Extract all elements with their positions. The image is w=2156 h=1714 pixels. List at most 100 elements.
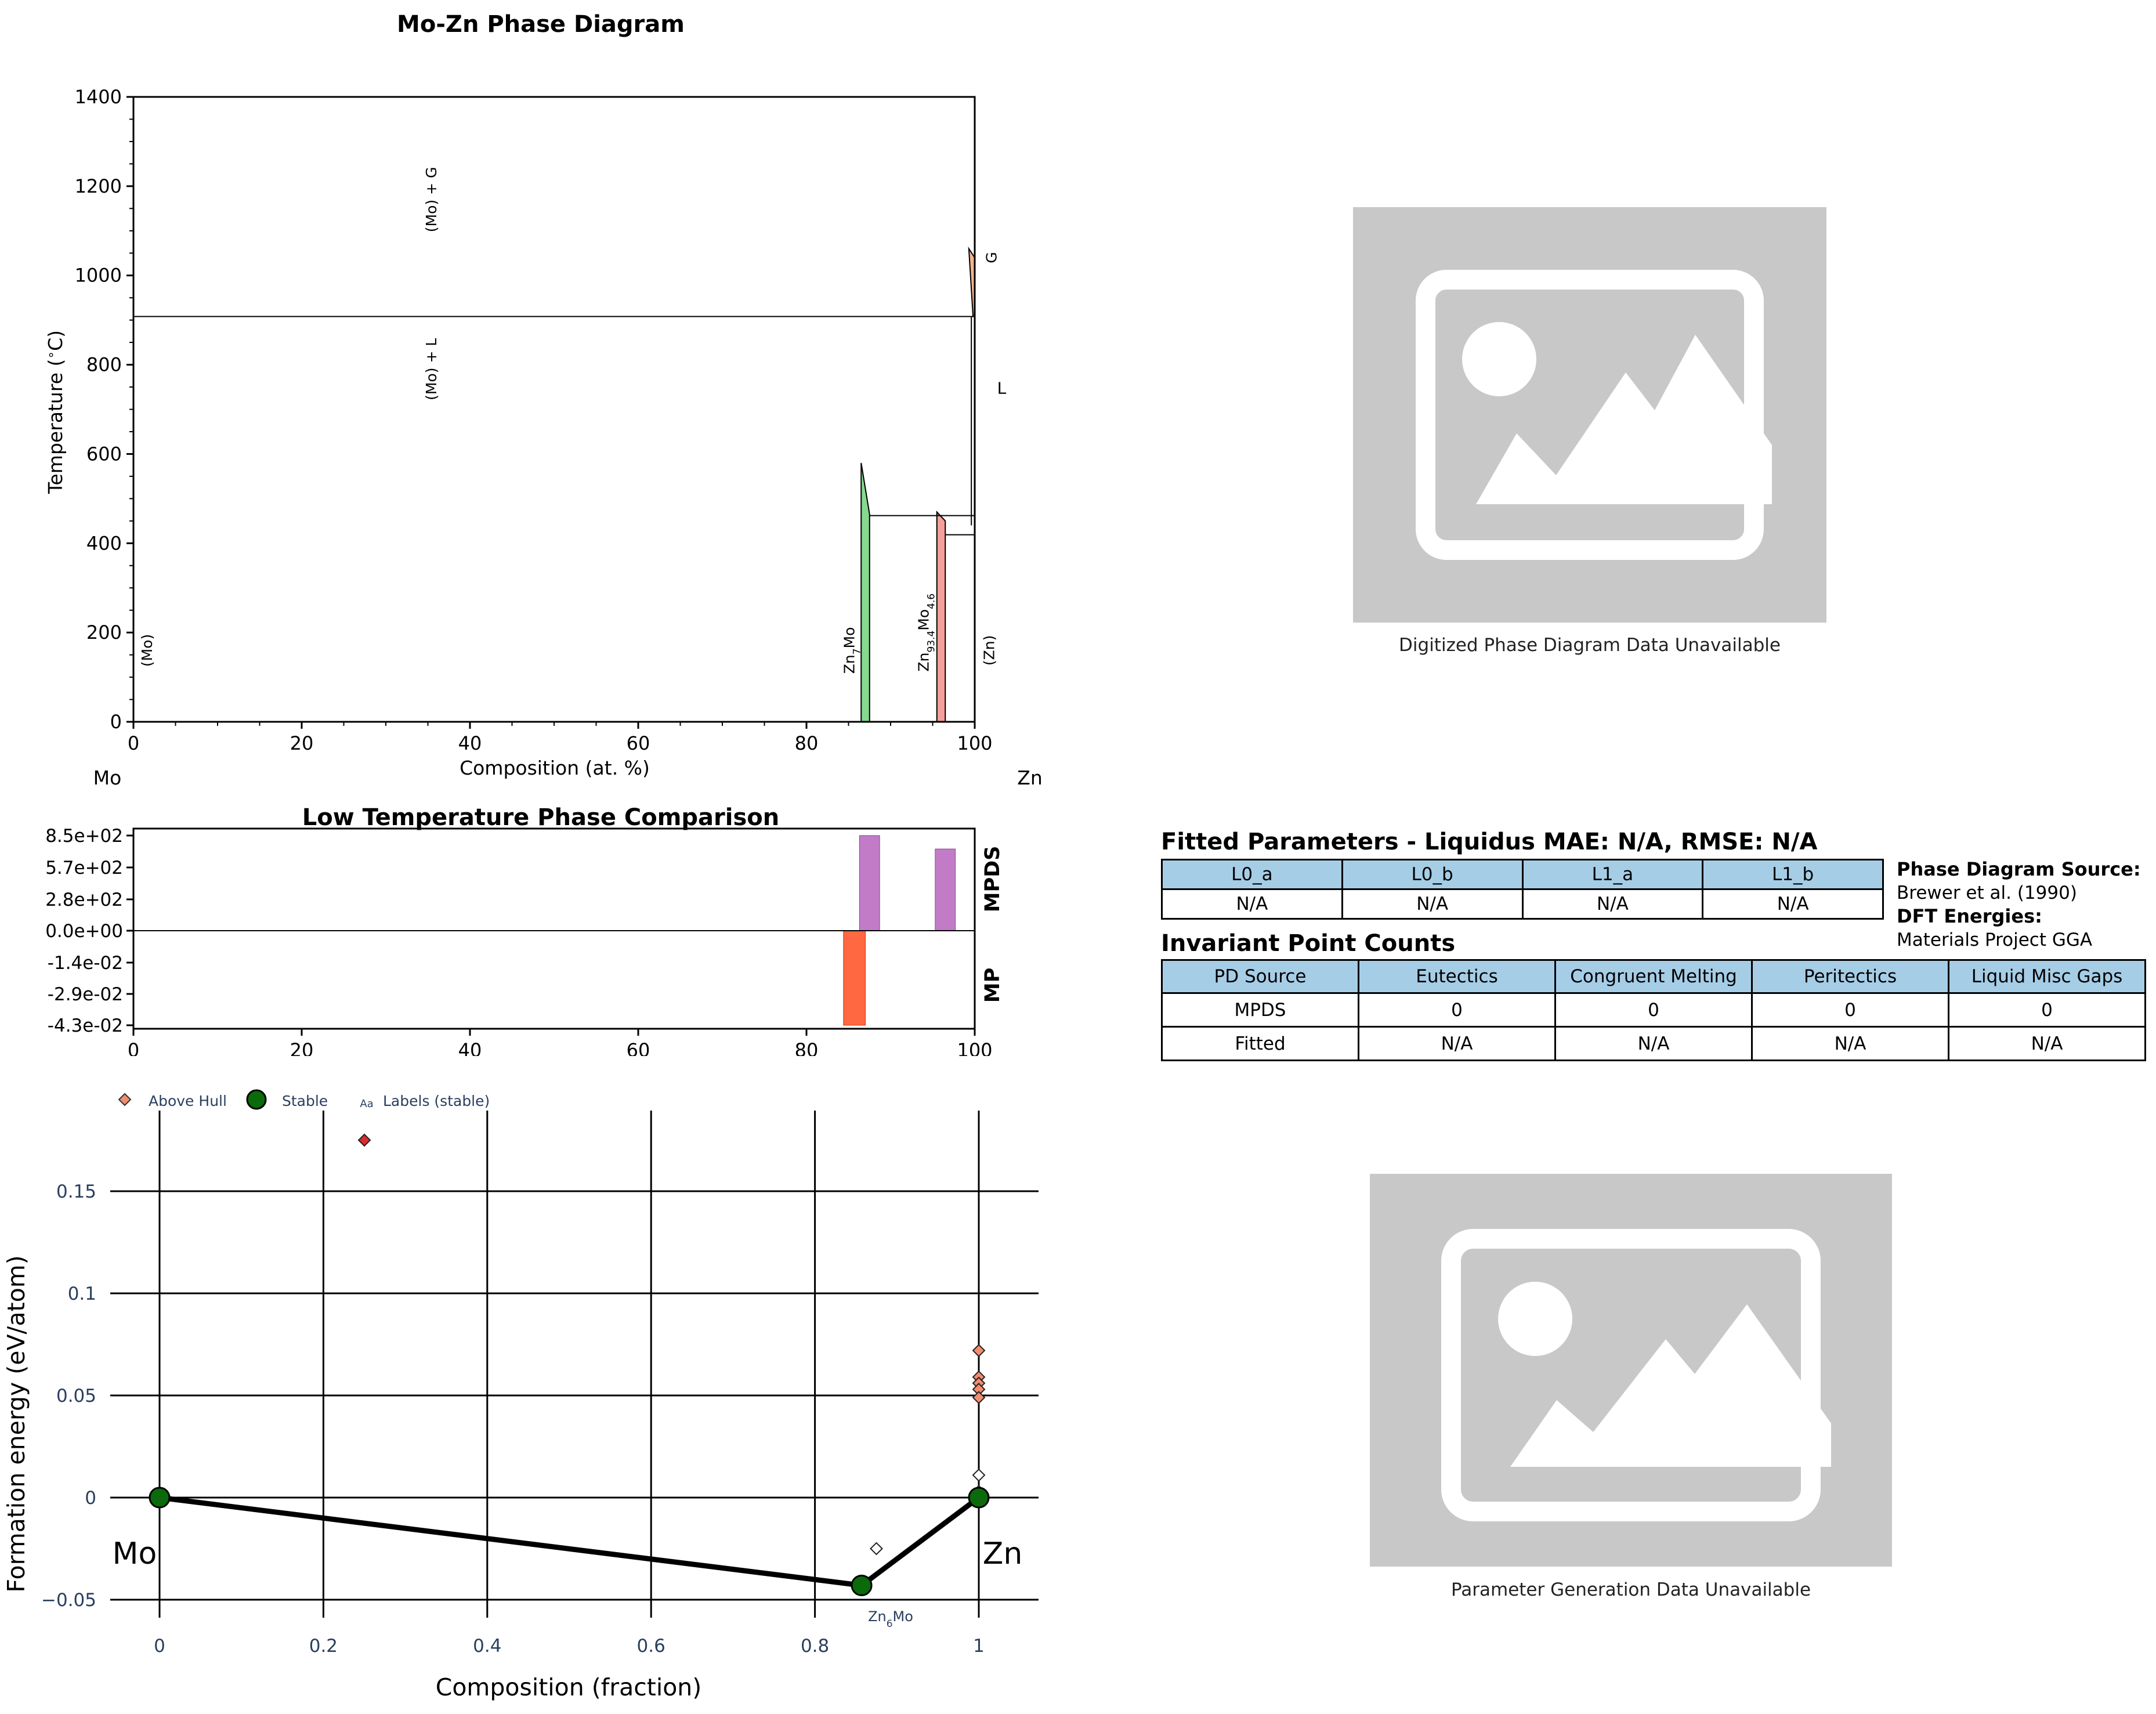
table-row: MPDS 0 0 0 0 xyxy=(1161,992,2146,1028)
invariant-cell: 0 xyxy=(1751,992,1949,1028)
x-tick-label: 80 xyxy=(795,1039,819,1056)
mpds-bar xyxy=(935,848,956,931)
right-element-label: Zn xyxy=(1017,766,1043,789)
x-tick-label: 1 xyxy=(973,1636,985,1657)
legend-above-hull-label[interactable]: Above Hull xyxy=(149,1093,227,1109)
region-label: G xyxy=(983,252,1000,263)
x-tick-label: 0.4 xyxy=(473,1636,501,1657)
y-tick-label: 1000 xyxy=(75,265,122,287)
hull-right-endpoint-label: Zn xyxy=(983,1536,1023,1571)
gas-phase-region xyxy=(968,246,975,317)
region-label: L xyxy=(997,379,1007,398)
fitted-value-cell: N/A xyxy=(1161,888,1343,920)
y-tick-label: 1400 xyxy=(75,86,122,108)
y-tick-label: 0 xyxy=(85,1488,96,1509)
invariant-cell: Fitted xyxy=(1161,1026,1359,1061)
invariant-cell: MPDS xyxy=(1161,992,1359,1028)
digitized-placeholder-caption: Digitized Phase Diagram Data Unavailable xyxy=(1399,635,1781,656)
fitted-params-title: Fitted Parameters - Liquidus MAE: N/A, R… xyxy=(1161,829,1818,855)
fitted-header-cell: L0_a xyxy=(1161,859,1343,890)
x-tick-label: 20 xyxy=(290,732,314,754)
above-hull-point xyxy=(870,1542,883,1556)
stable-point xyxy=(968,1487,990,1509)
y-tick-label: 600 xyxy=(86,443,122,465)
x-tick-label: 0 xyxy=(154,1636,165,1657)
y-tick-label: 0.05 xyxy=(56,1386,96,1406)
legend-labels-label[interactable]: Labels (stable) xyxy=(383,1093,490,1109)
legend-stable-label[interactable]: Stable xyxy=(282,1093,328,1109)
fitted-header-cell: L1_b xyxy=(1702,859,1884,890)
y-tick-label: 0.0e+00 xyxy=(45,921,123,942)
comparison-chart: Low Temperature Phase Comparison 8.5e+02… xyxy=(45,804,1004,1056)
fitted-header-cell: L0_b xyxy=(1341,859,1524,890)
pd-source-info: Phase Diagram Source: Brewer et al. (199… xyxy=(1897,858,2141,952)
y-tick-label: -2.9e-02 xyxy=(48,984,123,1005)
x-tick-label: 100 xyxy=(957,732,992,754)
convex-hull-line xyxy=(159,1495,981,1588)
phase-label-zn93mo: Zn93.4Mo4.6 xyxy=(915,594,937,672)
above-hull-point xyxy=(972,1344,986,1357)
parameter-placeholder-caption: Parameter Generation Data Unavailable xyxy=(1450,1579,1811,1600)
invariant-cell: N/A xyxy=(1948,1026,2146,1061)
y-tick-label: 0 xyxy=(110,711,122,733)
phase-diagram-title: Mo-Zn Phase Diagram xyxy=(397,11,685,38)
x-tick-label: 0.2 xyxy=(309,1636,338,1657)
x-tick-label: 80 xyxy=(795,732,819,754)
x-tick-label: 0 xyxy=(128,732,139,754)
hull-compound-label: Zn6Mo xyxy=(868,1608,913,1630)
table-row: Fitted N/A N/A N/A N/A xyxy=(1161,1026,2146,1061)
invariant-cell: 0 xyxy=(1554,992,1753,1028)
left-element-label: Mo xyxy=(93,766,122,789)
region-label: (Zn) xyxy=(981,635,997,666)
y-tick-label: 2.8e+02 xyxy=(45,889,123,910)
x-tick-label: 20 xyxy=(290,1039,314,1056)
hull-left-endpoint-label: Mo xyxy=(113,1536,157,1571)
y-tick-label: -4.3e-02 xyxy=(48,1015,123,1036)
invariant-cell: 0 xyxy=(1358,992,1556,1028)
hull-y-axis-label: Formation energy (eV/atom) xyxy=(2,1255,30,1592)
mpds-bar xyxy=(859,835,880,931)
y-tick-label: 0.1 xyxy=(68,1283,96,1304)
compound-phase-region xyxy=(936,510,946,722)
phase-diagram: Mo-Zn Phase Diagram 0 20 40 60 80 10002004006… xyxy=(44,11,1043,789)
fitted-value-cell: N/A xyxy=(1341,888,1524,920)
x-tick-label: 100 xyxy=(957,1039,992,1056)
y-tick-label: 400 xyxy=(86,532,122,554)
y-tick-label: 8.5e+02 xyxy=(45,826,123,847)
invariant-header-cell: PD Source xyxy=(1161,959,1359,994)
invariant-header-cell: Peritectics xyxy=(1751,959,1949,994)
invariant-cell: N/A xyxy=(1751,1026,1949,1061)
invariant-header-cell: Eutectics xyxy=(1358,959,1556,994)
region-label: (Mo) + L xyxy=(423,338,440,400)
region-label: (Mo) xyxy=(139,634,155,667)
x-tick-label: 0.6 xyxy=(637,1636,665,1657)
legend-above-hull-icon xyxy=(118,1093,132,1106)
legend-stable-icon xyxy=(246,1089,267,1110)
x-tick-label: 40 xyxy=(458,732,482,754)
dft-energies-value: Materials Project GGA xyxy=(1897,930,2093,950)
invariant-counts-table: PD Source Eutectics Congruent Melting Pe… xyxy=(1161,959,2146,1061)
fitted-header-cell: L1_a xyxy=(1521,859,1704,890)
x-tick-label: 0.8 xyxy=(801,1636,829,1657)
invariant-header-cell: Congruent Melting xyxy=(1554,959,1753,994)
legend-labels-glyph: Aa xyxy=(360,1098,373,1110)
x-tick-label: 60 xyxy=(627,1039,650,1056)
stable-point xyxy=(149,1487,171,1509)
above-hull-point xyxy=(357,1133,371,1147)
x-axis-label: Composition (at. %) xyxy=(460,757,650,779)
pd-source-value: Brewer et al. (1990) xyxy=(1897,883,2077,903)
invariant-cell: 0 xyxy=(1948,992,2146,1028)
x-tick-label: 40 xyxy=(458,1039,482,1056)
phase-label-zn7mo: Zn7Mo xyxy=(841,627,863,674)
invariant-cell: N/A xyxy=(1358,1026,1556,1061)
stable-point xyxy=(851,1574,873,1596)
x-tick-label: 0 xyxy=(128,1039,139,1056)
fitted-params-table: L0_a L0_b L1_a L1_b N/A N/A N/A N/A xyxy=(1161,859,1884,920)
mp-row-label: MP xyxy=(981,968,1004,1003)
plot-frame xyxy=(132,827,976,1030)
y-axis-label: Temperature (∘C) xyxy=(44,330,67,494)
y-tick-label: 1200 xyxy=(75,175,122,197)
y-tick-label: 200 xyxy=(86,621,122,643)
compound-phase-region xyxy=(860,462,870,722)
y-tick-label: 5.7e+02 xyxy=(45,858,123,878)
